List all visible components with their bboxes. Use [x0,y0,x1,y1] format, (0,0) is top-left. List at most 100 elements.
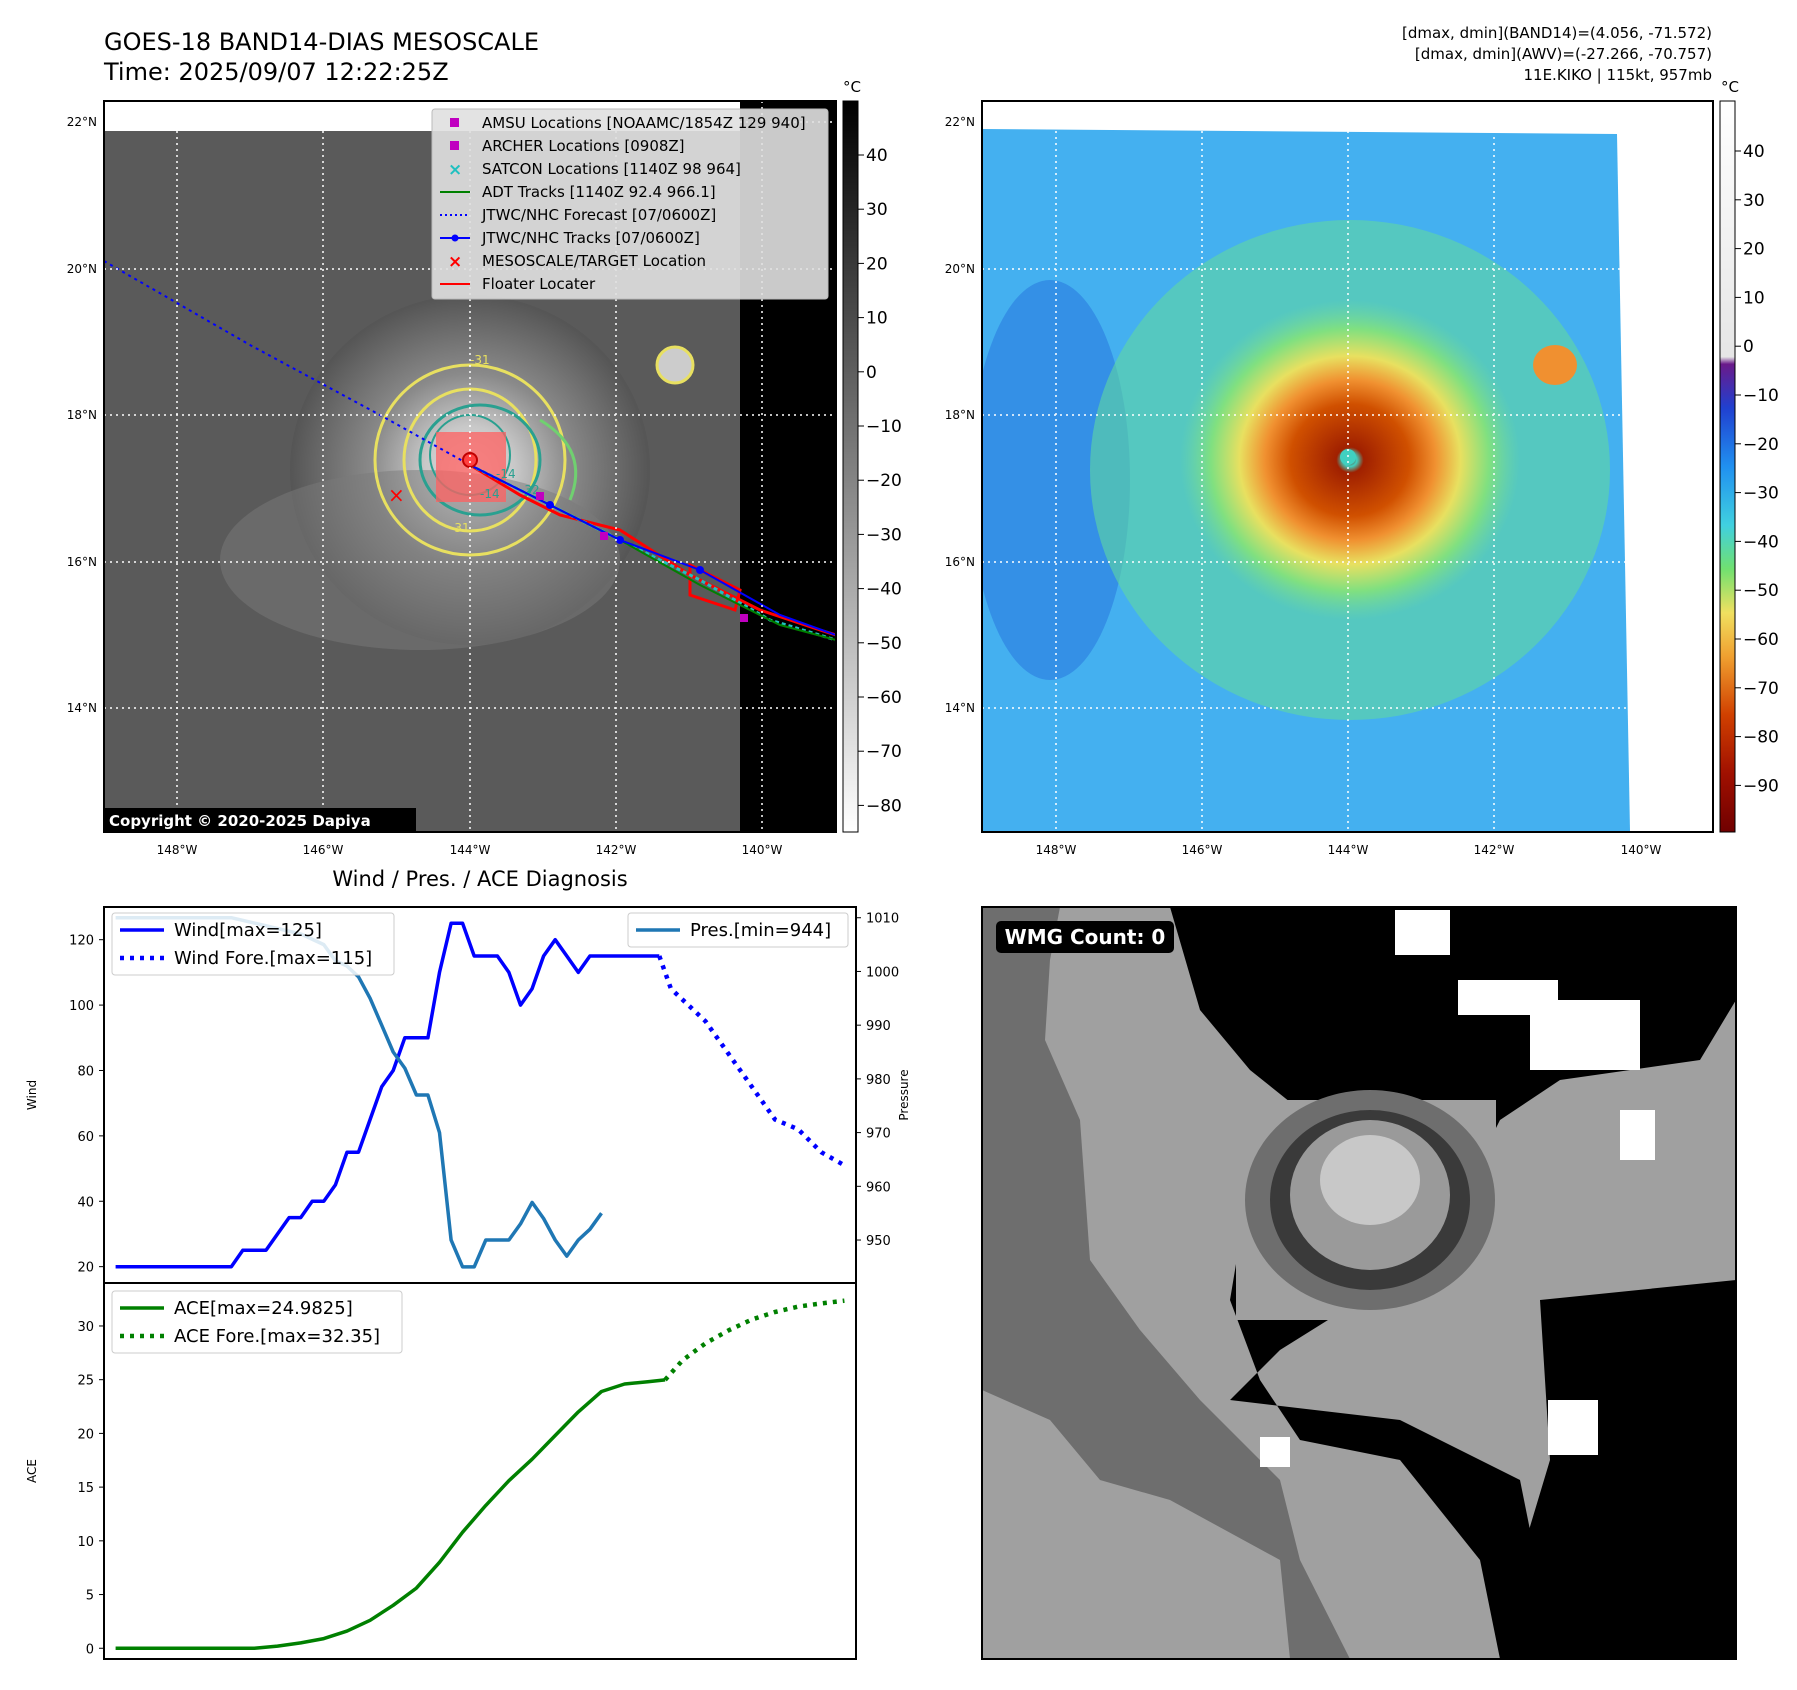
ir-contour-green [539,418,578,501]
wmg-white-patch-1 [1395,910,1450,955]
ir-lon-140: 140°W [742,843,783,857]
floater-box [688,562,742,612]
legend-label-3: ADT Tracks [1140Z 92.4 966.1] [482,183,716,201]
wmg-black-region [1170,907,1736,1659]
legend-label-0: AMSU Locations [NOAAMC/1854Z 129 940] [482,114,806,132]
col-lat-18: 18°N [945,408,975,422]
legend-marker-0 [450,118,459,127]
amsu-point-2 [740,614,748,622]
gray-colorbar-bar [842,100,859,833]
contour-label-2: -31 [450,521,470,535]
ir-lat-14: 14°N [67,701,97,715]
wind-ylabel: Wind [25,1080,39,1110]
gray-tick-label-8: −40 [866,580,902,600]
header-awv-range: [dmax, dmin](AWV)=(-27.266, -70.757) [1415,45,1712,63]
legend-label-6: MESOSCALE/TARGET Location [482,252,706,270]
color-tick-label-10: −60 [1743,630,1779,650]
color-tick-label-5: −10 [1743,386,1779,406]
color-tick-label-1: 30 [1743,191,1765,211]
forecast-track-line [104,260,471,466]
ir-lat-16: 16°N [67,555,97,569]
col-lon-144: 144°W [1328,843,1369,857]
target-marker: × [388,483,405,507]
wind-y2tick-label-3: 980 [866,1073,891,1088]
gray-tick-label-12: −80 [866,796,902,816]
ir-outer-band [220,470,620,650]
ir-small-cell [655,345,695,385]
wind-y2tick-label-4: 990 [866,1019,891,1034]
wind-legend-box-1 [627,912,849,948]
legend-label-1: ARCHER Locations [0908Z] [482,137,685,155]
color-tick-label-6: −20 [1743,435,1779,455]
wind-pressure-chart: 20 40 60 80 100 120 950 960 970 980 990 1000 1010 Pre… [25,906,911,1284]
ace-ytick-label-0: 0 [86,1642,94,1657]
col-grid [982,101,1713,832]
col-lat-22: 22°N [945,115,975,129]
color-tick-label-7: −30 [1743,484,1779,504]
ir-map-panel: -31 -31 -14 -14 -32 × [67,100,837,857]
ir-frame [103,100,837,833]
col-small-cell [1533,345,1577,385]
color-tick-label-2: 20 [1743,240,1765,260]
ace-legend-box-0 [111,1290,403,1354]
ir-lon-146: 146°W [303,843,344,857]
wmg-white-patch-6 [1260,1437,1290,1467]
ir-lon-148: 148°W [157,843,198,857]
color-map-panel: 22°N 20°N 18°N 16°N 14°N 148°W 146°W 144… [945,100,1714,857]
gray-tick-label-5: −10 [866,417,902,437]
gray-tick-label-1: 30 [866,200,888,220]
ace-ytick-label-2: 10 [77,1535,94,1550]
ace-ytick-label-3: 15 [77,1481,94,1496]
color-tick-label-9: −50 [1743,581,1779,601]
wind-legend-label-1: Wind Fore.[max=115] [174,948,372,969]
color-tick-label-8: −40 [1743,532,1779,552]
wind-series-1 [657,955,846,1168]
col-lon-148: 148°W [1036,843,1077,857]
wind-ytick-label-1: 40 [77,1195,94,1210]
ace-ytick-label-1: 5 [86,1589,94,1604]
wind-y2tick-label-0: 950 [866,1234,891,1249]
copyright-box [104,808,416,832]
color-tick-label-13: −90 [1743,776,1779,796]
ir-lat-20: 20°N [67,262,97,276]
wind-ytick-label-3: 80 [77,1064,94,1079]
copyright-text: Copyright © 2020-2025 Dapiya [109,812,371,830]
figure-title: GOES-18 BAND14-DIAS MESOSCALE [104,28,539,56]
wmg-white-patch-3 [1530,1000,1640,1070]
color-colorbar-bar [1719,100,1736,833]
gray-tick-label-11: −70 [866,742,902,762]
wind-y2tick-label-1: 960 [866,1180,891,1195]
wind-legend-box-0 [111,912,395,976]
ace-chart: 0 5 10 15 20 25 30 ACE ACE[max=24.9825] ACE Fore.… [25,1282,857,1660]
legend-marker-1 [450,141,459,150]
color-colorbar: °C 40 30 20 10 0 −10 −20 −30 −40 −50 −60 −70 −80 −90 [1719,78,1779,833]
archer-point [536,492,544,500]
color-tick-label-0: 40 [1743,142,1765,162]
wind-legend-label-2: Pres.[min=944] [690,920,831,941]
figure-time: Time: 2025/09/07 12:22:25Z [103,58,449,86]
legend-label-4: JTWC/NHC Forecast [07/0600Z] [481,206,716,224]
header-band14-range: [dmax, dmin](BAND14)=(4.056, -71.572) [1402,24,1712,42]
ir-lon-142: 142°W [596,843,637,857]
gray-tick-label-9: −50 [866,634,902,654]
wind-series-0 [115,921,660,1269]
wind-ytick-label-4: 100 [69,999,94,1014]
col-lon-140: 140°W [1621,843,1662,857]
ace-ytick-label-4: 20 [77,1427,94,1442]
wind-ytick-label-5: 120 [69,934,94,949]
jtwc-point-3 [696,566,704,574]
gray-tick-label-6: −20 [866,471,902,491]
color-tick-label-4: 0 [1743,337,1754,357]
color-colorbar-unit: °C [1721,78,1739,96]
gray-tick-label-10: −60 [866,688,902,708]
gray-colorbar: °C 40 30 20 10 0 −10 −20 −30 −40 −50 −60 −70 −80 [842,78,902,833]
col-lon-146: 146°W [1182,843,1223,857]
wind-ytick-label-0: 20 [77,1261,94,1276]
wmg-white-patch-4 [1620,1110,1655,1160]
wmg-black-region-lower [1520,1280,1736,1659]
gray-tick-label-4: 0 [866,363,877,383]
col-lat-20: 20°N [945,262,975,276]
ir-contour-teal [418,403,542,517]
contour-label-4: -14 [480,487,500,501]
